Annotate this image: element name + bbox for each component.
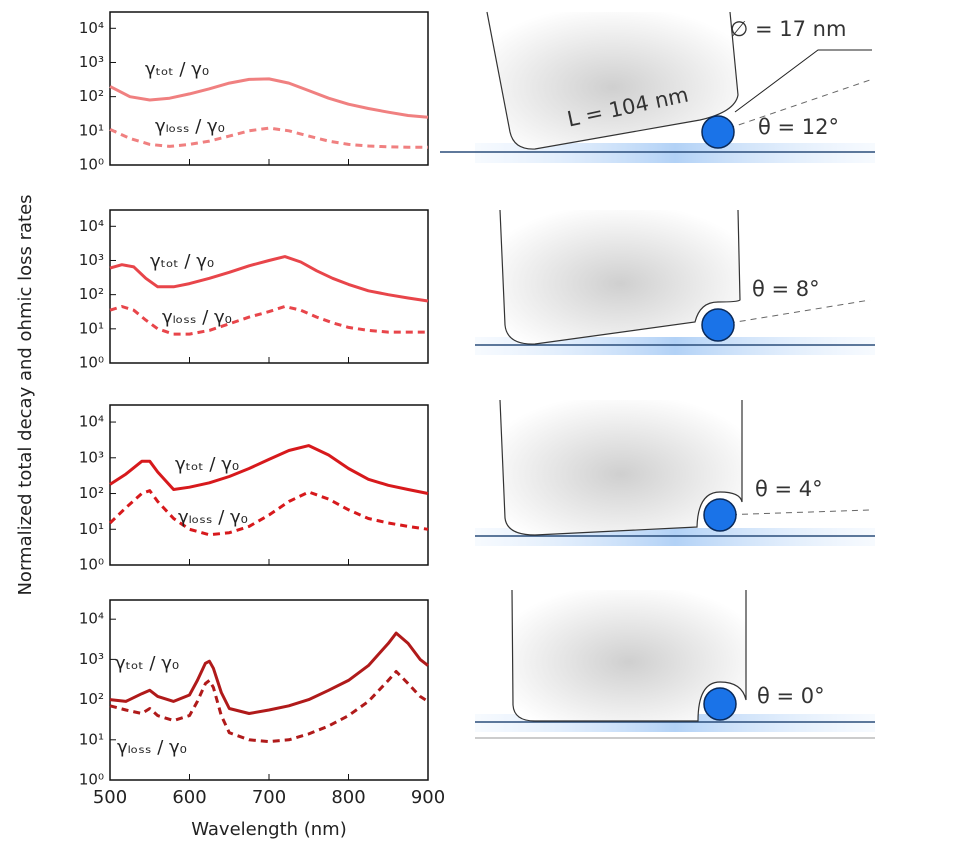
axis-line — [717, 79, 871, 133]
tip — [499, 209, 741, 345]
schematic: θ = 8° — [475, 209, 875, 355]
tip — [486, 11, 739, 150]
series-label: γₗₒₛₛ / γ₀ — [162, 307, 232, 328]
y-tick-label: 10⁴ — [79, 610, 104, 628]
y-tick-label: 10⁰ — [79, 771, 104, 789]
schematic: θ = 0° — [475, 589, 875, 739]
y-tick-label: 10¹ — [79, 730, 104, 748]
particle — [701, 115, 735, 149]
series-label: γₗₒₛₛ / γ₀ — [117, 737, 187, 758]
x-tick-label: 500 — [93, 787, 127, 808]
series-label: γₗₒₛₛ / γ₀ — [155, 116, 225, 137]
particle — [703, 498, 737, 532]
y-tick-label: 10² — [79, 484, 104, 502]
y-tick-label: 10⁴ — [79, 19, 104, 37]
x-tick-label: 700 — [252, 787, 286, 808]
particle — [701, 308, 735, 342]
angle-label: θ = 0° — [757, 684, 825, 708]
series-line — [109, 670, 429, 744]
axis-line — [719, 509, 871, 516]
y-tick-label: 10⁴ — [79, 217, 104, 235]
x-tick-label: 800 — [331, 787, 365, 808]
y-tick-label: 10² — [79, 690, 104, 708]
y-tick-label: 10³ — [79, 53, 104, 71]
schematic: θ = 4° — [475, 399, 875, 546]
y-tick-label: 10³ — [79, 448, 104, 466]
schematic: L = 104 nm ∅ = 17 nm θ = 12° — [440, 11, 875, 163]
series-label: γₜₒₜ / γ₀ — [145, 59, 209, 80]
y-tick-label: 10⁴ — [79, 413, 104, 431]
series-line — [109, 77, 429, 119]
angle-label: θ = 12° — [758, 115, 839, 139]
series-label: γₜₒₜ / γ₀ — [175, 454, 239, 475]
y-tick-label: 10² — [79, 87, 104, 105]
series-line — [109, 631, 429, 715]
y-tick-label: 10³ — [79, 251, 104, 269]
axis-line — [717, 299, 871, 326]
y-tick-label: 10³ — [79, 650, 104, 668]
plot-frame — [109, 11, 429, 166]
y-tick-label: 10¹ — [79, 319, 104, 337]
x-tick-label: 900 — [411, 787, 445, 808]
series-line — [108, 489, 429, 537]
tip — [511, 589, 747, 722]
tip — [499, 399, 743, 536]
y-tick-label: 10⁰ — [79, 156, 104, 174]
series-line — [109, 255, 429, 303]
series-line — [109, 444, 429, 495]
leader-line — [734, 49, 872, 113]
plot-frame — [109, 404, 429, 566]
y-tick-label: 10⁰ — [79, 556, 104, 574]
y-axis-label: Normalized total decay and ohmic loss ra… — [15, 194, 36, 595]
y-tick-label: 10² — [79, 285, 104, 303]
series-label: γₜₒₜ / γ₀ — [115, 653, 179, 674]
series-line — [109, 305, 428, 336]
y-tick-label: 10¹ — [79, 121, 104, 139]
series-label: γₜₒₜ / γ₀ — [150, 251, 214, 272]
y-tick-label: 10¹ — [79, 520, 104, 538]
particle — [703, 687, 737, 721]
x-axis-label: Wavelength (nm) — [191, 819, 347, 840]
angle-label: θ = 8° — [752, 277, 820, 301]
substrate-glow — [475, 143, 875, 163]
y-tick-label: 10⁰ — [79, 354, 104, 372]
series-label: γₗₒₛₛ / γ₀ — [178, 507, 248, 528]
angle-label: θ = 4° — [755, 477, 823, 501]
x-tick-label: 600 — [172, 787, 206, 808]
substrate-glow — [475, 337, 875, 355]
diameter-label: ∅ = 17 nm — [730, 17, 846, 41]
